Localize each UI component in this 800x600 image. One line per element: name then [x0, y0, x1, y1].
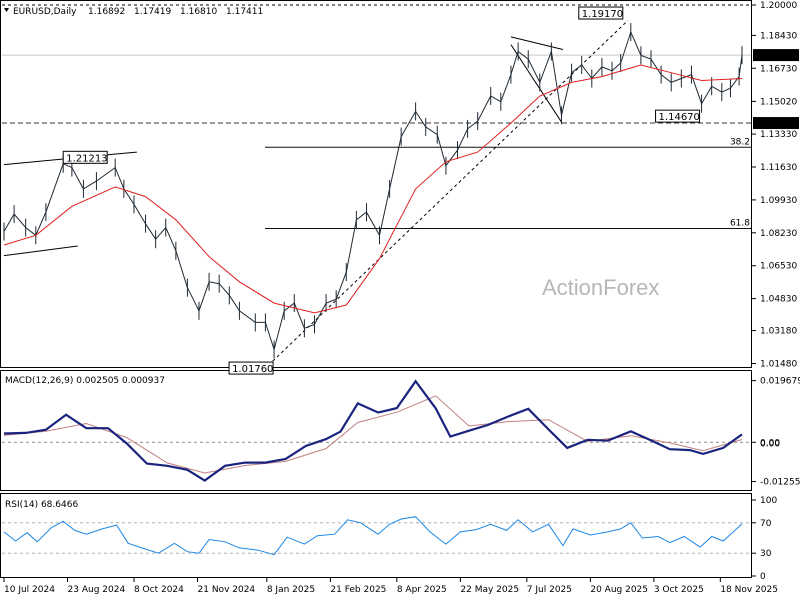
x-axis-tick-label: 8 Apr 2025	[397, 585, 447, 595]
price-label-box	[228, 361, 274, 375]
x-axis-tick-label: 21 Nov 2024	[198, 585, 256, 595]
fib-level-label: 38.2	[730, 137, 750, 147]
macd-line	[3, 379, 743, 482]
price-label: 1.19170	[582, 9, 623, 20]
trendline	[510, 36, 564, 50]
x-axis-tick-label: 21 Feb 2025	[330, 585, 386, 595]
macd-series	[2, 379, 751, 482]
rsi-panel	[0, 493, 752, 578]
y-axis-tick-label: 1.18430	[760, 31, 797, 41]
main-series	[3, 23, 743, 359]
x-axis-tick-label: 23 Aug 2024	[68, 585, 126, 595]
rsi-title: RSI(14) 68.6466	[5, 500, 78, 510]
level-tag: 1.13900	[758, 120, 795, 130]
trendline	[3, 245, 78, 257]
y-axis-tick-label: 1.13330	[760, 130, 797, 140]
instrument-high: 1.17419	[134, 7, 171, 17]
y-axis-tick-label: 1.06530	[760, 262, 797, 272]
x-axis-tick-label: 18 Nov 2025	[720, 585, 778, 595]
price-label: 1.01760	[232, 364, 273, 375]
main-panel	[0, 0, 752, 368]
price-label: 1.21213	[66, 153, 107, 164]
macd-signal-line	[3, 395, 743, 474]
rsi-y-tick-label: 100	[760, 496, 777, 506]
fib-level-label: 61.8	[730, 219, 750, 229]
watermark: ActionForex	[542, 275, 659, 300]
rsi-y-tick-label: 0	[760, 572, 766, 582]
x-axis-tick-label: 7 Jul 2025	[527, 585, 572, 595]
rsi-y-axis: 100 70 30 0	[752, 496, 777, 582]
y-axis-tick-label: 1.01480	[760, 359, 797, 369]
y-axis-tick-label: 1.11630	[760, 163, 797, 173]
instrument-close: 1.17411	[226, 7, 263, 17]
level-tag-box	[753, 117, 799, 130]
y-axis-tick-label: 1.03180	[760, 327, 797, 337]
rsi-y-tick-label: 70	[760, 519, 772, 529]
macd-panel	[0, 370, 752, 491]
main-levels: 38.2 61.8	[2, 4, 751, 362]
x-axis: 10 Jul 2024 23 Aug 2024 8 Oct 2024 21 Nov 2…	[3, 578, 778, 595]
main-labels: 1.21213 1.01760 1.19170 1.14670	[62, 6, 701, 375]
rsi-line	[3, 516, 743, 556]
x-axis-tick-label: 8 Jan 2025	[267, 585, 315, 595]
y-axis-tick-label: 1.15020	[760, 97, 797, 107]
rsi-series	[2, 516, 751, 556]
macd-y-tick-label: 0.019679	[760, 377, 800, 387]
x-axis-tick-label: 20 Aug 2025	[590, 585, 648, 595]
rsi-y-tick-label: 30	[760, 549, 772, 559]
y-axis-tick-label: 1.08230	[760, 229, 797, 239]
macd-value-tag: 0.00	[760, 439, 780, 449]
y-axis-tick-label: 1.20000	[760, 1, 797, 11]
instrument-open: 1.16892	[88, 7, 125, 17]
price-label-box	[62, 150, 108, 164]
moving-average-line	[3, 64, 743, 314]
macd-title: MACD(12,26,9) 0.002505 0.000937	[5, 376, 165, 386]
trendline	[272, 20, 629, 362]
macd-y-tick-label: -0.012552	[760, 478, 800, 488]
y-axis-tick-label: 1.09930	[760, 196, 797, 206]
instrument-symbol: EURUSD,Daily	[13, 7, 77, 17]
x-axis-tick-label: 22 May 2025	[460, 585, 519, 595]
x-axis-tick-label: 8 Oct 2024	[134, 585, 184, 595]
price-tag-box	[753, 49, 799, 62]
y-axis-tick-label: 1.16730	[760, 64, 797, 74]
macd-y-tick-label: 0.00	[760, 438, 780, 448]
trendline	[510, 44, 562, 123]
instrument-low: 1.16810	[180, 7, 217, 17]
price-label-box	[578, 6, 624, 20]
price-label: 1.14670	[659, 112, 700, 123]
x-axis-tick-label: 10 Jul 2024	[4, 585, 55, 595]
main-y-axis: 1.20000 1.18430 1.16730 1.15020 1.13330 1.116…	[752, 1, 799, 369]
x-axis-tick-label: 3 Oct 2025	[654, 585, 704, 595]
price-label-box	[655, 109, 701, 123]
price-tag: 1.17411	[758, 52, 795, 62]
y-axis-tick-label: 1.04830	[760, 295, 797, 305]
chart-menu-triangle-icon[interactable]	[4, 8, 9, 12]
